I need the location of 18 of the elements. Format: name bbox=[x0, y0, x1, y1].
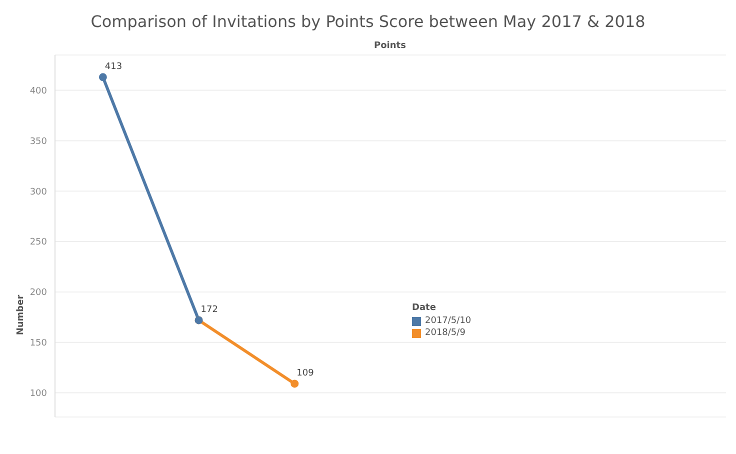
y-tick-label: 200 bbox=[30, 288, 48, 298]
data-label: 172 bbox=[200, 305, 218, 316]
legend-label: 2017/5/10 bbox=[425, 316, 472, 326]
y-tick-label: 250 bbox=[30, 238, 48, 248]
y-tick-label: 150 bbox=[30, 338, 48, 349]
legend-title: Date bbox=[412, 303, 437, 313]
data-label: 413 bbox=[104, 62, 122, 72]
y-tick-label: 100 bbox=[30, 388, 48, 399]
data-label: 109 bbox=[296, 368, 314, 379]
y-tick-label: 350 bbox=[30, 136, 48, 147]
point bbox=[98, 73, 107, 82]
point bbox=[290, 380, 299, 388]
chart-title: Comparison of Invitations by Points Score between May 2017 & 2018 bbox=[90, 12, 646, 31]
y-axis-title: Number bbox=[16, 294, 26, 336]
legend-label: 2018/5/9 bbox=[425, 328, 466, 338]
y-tick-label: 400 bbox=[30, 86, 48, 96]
y-tick-label: 300 bbox=[30, 187, 48, 198]
x-axis-title: Points bbox=[373, 41, 407, 51]
